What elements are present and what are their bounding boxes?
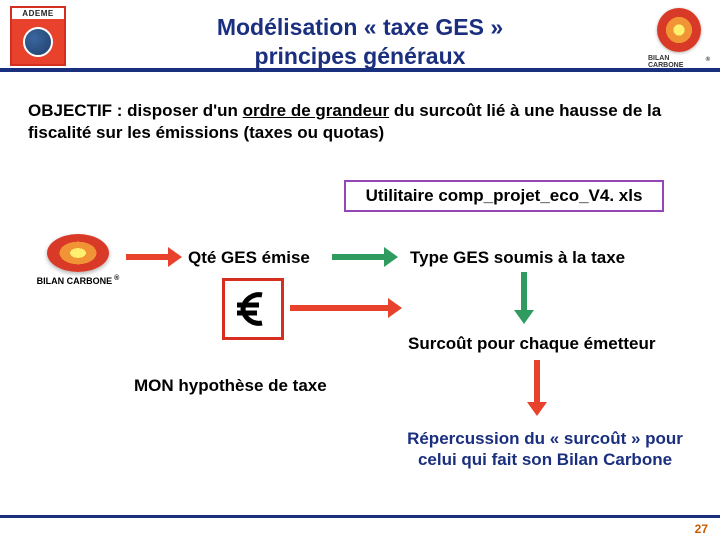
utilitaire-label: Utilitaire comp_projet_eco_V4. xls: [366, 186, 643, 206]
repercussion-text: Répercussion du « surcoût » pour celui q…: [396, 428, 694, 471]
mon-hypothese-label: MON hypothèse de taxe: [134, 376, 327, 396]
euro-icon: [229, 285, 277, 333]
objective-underlined: ordre de grandeur: [243, 101, 389, 120]
objective-prefix: OBJECTIF : disposer d'un: [28, 101, 243, 120]
globe-icon: [23, 27, 53, 57]
bilan-caption: BILAN CARBONE ®: [648, 55, 710, 69]
ademe-logo: ADEME: [10, 6, 66, 66]
diagram: Utilitaire comp_projet_eco_V4. xls BILAN…: [0, 170, 720, 490]
header-divider: [0, 68, 720, 72]
arrow-surcout-to-repercussion: [534, 360, 540, 404]
page-number: 27: [695, 522, 708, 536]
footer-divider: [0, 515, 720, 518]
arrow-euro-to-surcout-head: [388, 298, 402, 318]
bilan-logo-diagram: BILAN CARBONE®: [32, 234, 124, 286]
utilitaire-box: Utilitaire comp_projet_eco_V4. xls: [344, 180, 664, 212]
arrow-bilan-to-qte-head: [168, 247, 182, 267]
title-line-2: principes généraux: [217, 42, 503, 71]
arrow-bilan-to-qte: [126, 254, 170, 260]
arrow-euro-to-surcout: [290, 305, 390, 311]
bilan-disc-icon-2: [47, 234, 109, 272]
surcout-label: Surcoût pour chaque émetteur: [408, 334, 678, 354]
arrow-surcout-to-repercussion-head: [527, 402, 547, 416]
arrow-qte-to-type-head: [384, 247, 398, 267]
arrow-qte-to-type: [332, 254, 386, 260]
type-ges-label: Type GES soumis à la taxe: [410, 248, 660, 268]
euro-icon-box: [222, 278, 284, 340]
bilan-carbone-logo: BILAN CARBONE ®: [648, 8, 710, 69]
arrow-type-to-surcout-head: [514, 310, 534, 324]
arrow-type-to-surcout: [521, 272, 527, 312]
qte-ges-label: Qté GES émise: [188, 248, 310, 268]
bilan-caption-2: BILAN CARBONE®: [37, 276, 120, 286]
bilan-disc-icon: [657, 8, 701, 52]
ademe-label: ADEME: [22, 8, 53, 19]
globe-bg: [12, 19, 64, 64]
content: OBJECTIF : disposer d'un ordre de grande…: [0, 78, 720, 144]
title-line-1: Modélisation « taxe GES »: [217, 13, 503, 42]
objective-text: OBJECTIF : disposer d'un ordre de grande…: [28, 100, 692, 144]
header: ADEME Modélisation « taxe GES » principe…: [0, 0, 720, 78]
page-title: Modélisation « taxe GES » principes géné…: [217, 13, 503, 71]
